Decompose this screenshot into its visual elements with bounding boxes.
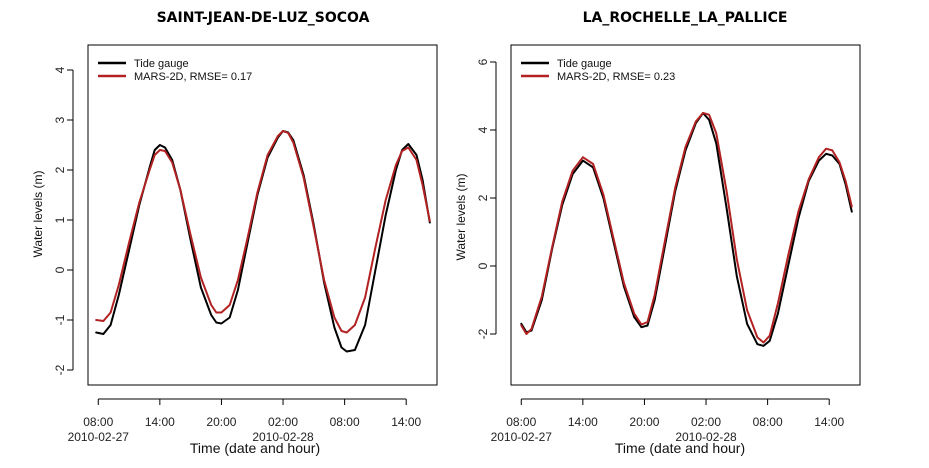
chart-title: LA_ROCHELLE_LA_PALLICE (583, 10, 788, 26)
x-tick-label: 14:00 (568, 415, 598, 429)
panel-saint-jean-de-luz: SAINT-JEAN-DE-LUZ_SOCOA Water levels (m)… (31, 10, 438, 456)
legend: Tide gauge MARS-2D, RMSE= 0.17 (98, 58, 252, 83)
x-tick-label: 08:00 (83, 415, 113, 429)
y-tick-label: -2 (476, 328, 490, 339)
x-axis-label: Time (date and hour) (190, 440, 320, 456)
x-axis-label: Time (date and hour) (615, 440, 745, 456)
x-tick-label: 02:00 (691, 415, 721, 429)
series-line-tide-gauge (520, 112, 853, 347)
legend-entry-model: MARS-2D, RMSE= 0.23 (557, 71, 675, 83)
x-tick-label: 08:00 (330, 415, 360, 429)
x-tick-label: 02:00 (268, 415, 298, 429)
y-tick-label: 3 (53, 116, 67, 123)
panel-la-rochelle: LA_ROCHELLE_LA_PALLICE Water levels (m) … (454, 10, 861, 456)
plot-box (510, 44, 861, 386)
legend-entry-gauge: Tide gauge (134, 58, 189, 70)
x-tick-label: 20:00 (206, 415, 236, 429)
x-tick-label: 08:00 (506, 415, 536, 429)
x-tick-date: 2010-02-27 (491, 430, 553, 444)
chart-title: SAINT-JEAN-DE-LUZ_SOCOA (157, 10, 370, 26)
y-tick-label: -2 (53, 364, 67, 375)
x-tick-label: 14:00 (145, 415, 175, 429)
x-tick-date: 2010-02-28 (252, 430, 314, 444)
y-tick-label: 0 (476, 262, 490, 269)
y-axis-label: Water levels (m) (31, 171, 45, 258)
y-tick-label: 6 (476, 58, 490, 65)
y-tick-label: 1 (53, 216, 67, 223)
y-tick-label: -1 (53, 314, 67, 325)
x-tick-date: 2010-02-27 (68, 430, 130, 444)
series-line-tide-gauge (95, 130, 431, 353)
series-lines (95, 130, 431, 353)
x-tick-date: 2010-02-28 (675, 430, 737, 444)
x-tick-label: 14:00 (814, 415, 844, 429)
y-tick-label: 4 (476, 126, 490, 133)
legend: Tide gauge MARS-2D, RMSE= 0.23 (521, 58, 675, 83)
y-tick-label: 4 (53, 66, 67, 73)
legend-entry-gauge: Tide gauge (557, 58, 612, 70)
y-tick-label: 2 (53, 166, 67, 173)
legend-entry-model: MARS-2D, RMSE= 0.17 (134, 71, 252, 83)
x-tick-label: 20:00 (629, 415, 659, 429)
plot-box (87, 44, 438, 386)
x-tick-label: 08:00 (753, 415, 783, 429)
series-lines (520, 112, 853, 347)
y-axis-label: Water levels (m) (454, 174, 468, 261)
series-line-mars-2d (95, 130, 431, 334)
series-line-mars-2d (520, 112, 853, 344)
x-tick-label: 14:00 (391, 415, 421, 429)
y-tick-label: 0 (53, 266, 67, 273)
y-tick-label: 2 (476, 194, 490, 201)
